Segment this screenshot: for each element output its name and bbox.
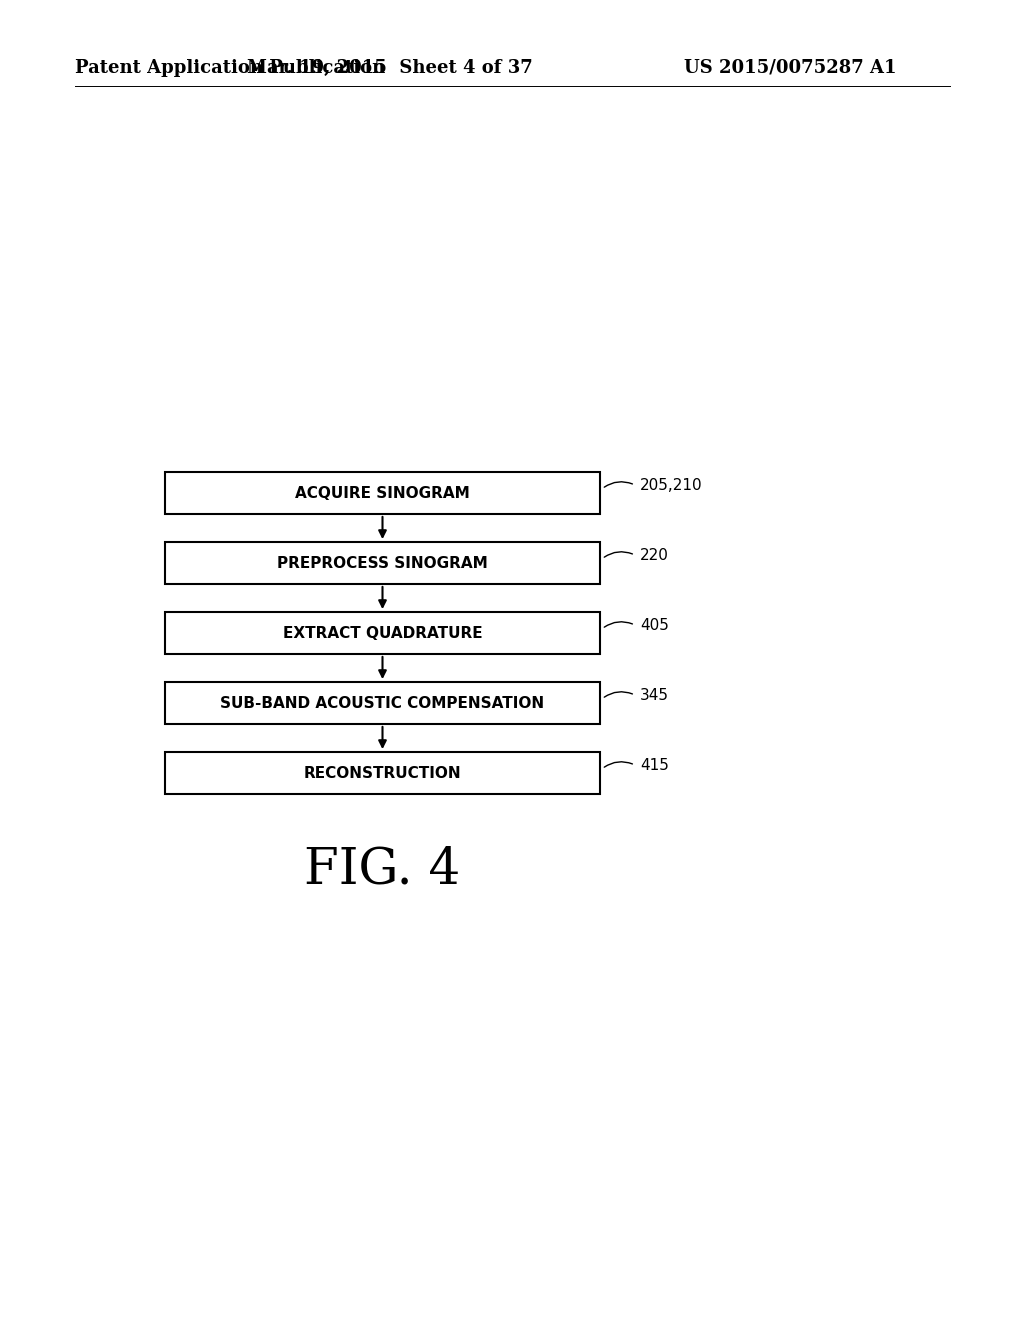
Bar — [165, 543, 600, 583]
Text: FIG. 4: FIG. 4 — [304, 845, 461, 895]
Bar — [165, 612, 600, 653]
Text: Patent Application Publication: Patent Application Publication — [75, 59, 385, 77]
Text: ACQUIRE SINOGRAM: ACQUIRE SINOGRAM — [295, 486, 470, 500]
Text: RECONSTRUCTION: RECONSTRUCTION — [304, 766, 462, 780]
Text: 415: 415 — [640, 758, 669, 772]
Text: 345: 345 — [640, 688, 669, 702]
Text: 220: 220 — [640, 548, 669, 562]
Text: US 2015/0075287 A1: US 2015/0075287 A1 — [684, 59, 896, 77]
Text: Mar. 19, 2015  Sheet 4 of 37: Mar. 19, 2015 Sheet 4 of 37 — [247, 59, 532, 77]
Bar — [165, 752, 600, 795]
Text: EXTRACT QUADRATURE: EXTRACT QUADRATURE — [283, 626, 482, 640]
Bar — [165, 473, 600, 513]
Text: 205,210: 205,210 — [640, 478, 702, 492]
Text: SUB-BAND ACOUSTIC COMPENSATION: SUB-BAND ACOUSTIC COMPENSATION — [220, 696, 545, 710]
Text: 405: 405 — [640, 618, 669, 632]
Bar — [165, 682, 600, 723]
Text: PREPROCESS SINOGRAM: PREPROCESS SINOGRAM — [278, 556, 487, 570]
